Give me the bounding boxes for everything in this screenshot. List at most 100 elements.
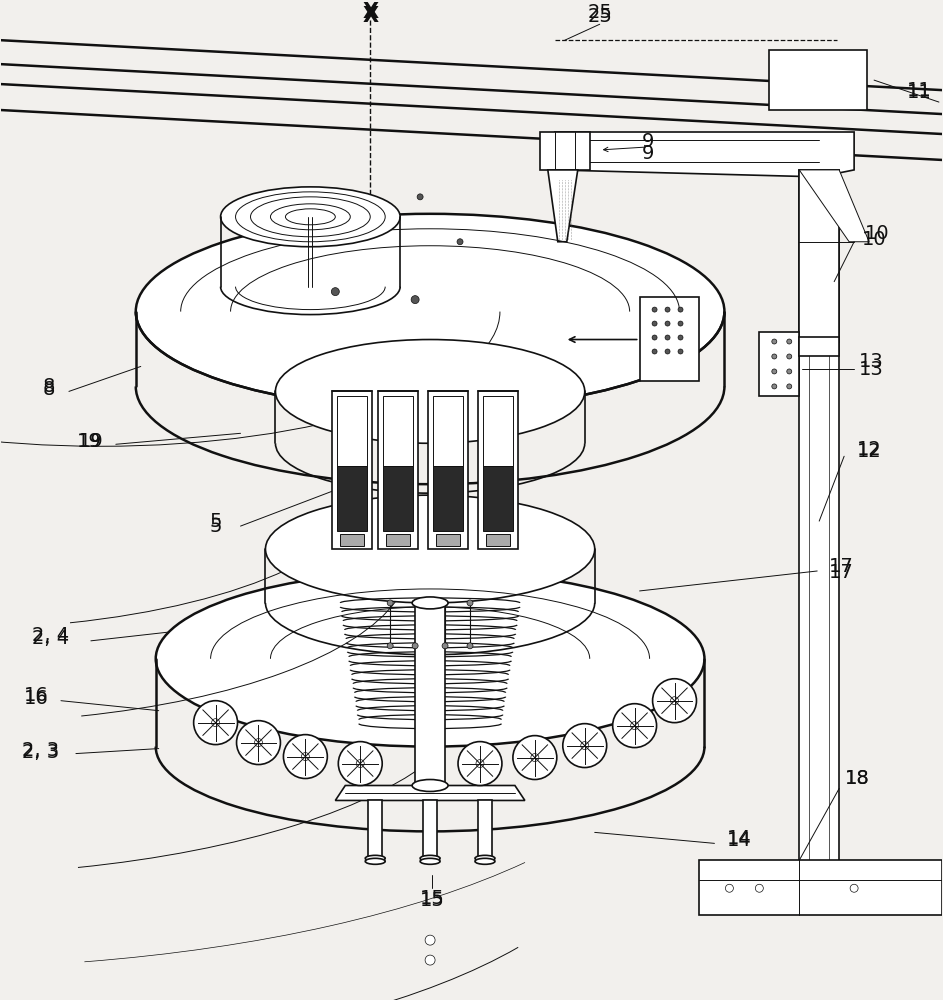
Ellipse shape [284,735,327,779]
Ellipse shape [365,855,385,861]
Text: 25: 25 [587,3,612,22]
Polygon shape [383,396,413,466]
Ellipse shape [653,679,697,723]
Circle shape [665,335,670,340]
Text: 10: 10 [865,224,889,243]
Ellipse shape [365,858,385,864]
Polygon shape [383,466,413,531]
Text: 12: 12 [856,440,882,459]
Circle shape [302,753,309,761]
Circle shape [665,349,670,354]
Polygon shape [338,396,367,466]
Circle shape [476,760,484,768]
Text: 2, 4: 2, 4 [32,626,70,645]
Polygon shape [548,170,578,242]
Ellipse shape [266,495,595,603]
Circle shape [211,719,220,727]
Ellipse shape [221,187,400,247]
Text: 15: 15 [420,889,444,908]
Ellipse shape [193,701,238,745]
Text: 14: 14 [727,831,752,850]
Text: X: X [362,6,378,26]
Polygon shape [483,466,513,531]
Text: 11: 11 [906,81,932,100]
Text: 8: 8 [42,380,55,399]
Text: 8: 8 [42,377,55,396]
Circle shape [786,369,792,374]
Polygon shape [332,391,372,549]
Text: 19: 19 [78,432,103,451]
Polygon shape [340,534,364,546]
Text: 15: 15 [420,891,444,910]
Circle shape [771,369,777,374]
Text: 13: 13 [859,352,884,371]
Circle shape [786,384,792,389]
Circle shape [771,354,777,359]
Text: 18: 18 [845,769,869,788]
Ellipse shape [475,858,495,864]
Circle shape [412,600,418,606]
Circle shape [851,884,858,892]
Circle shape [581,742,588,750]
Polygon shape [387,534,410,546]
Text: 9: 9 [641,132,653,151]
Polygon shape [800,337,839,356]
Polygon shape [700,860,942,915]
Text: 10: 10 [862,230,886,249]
Polygon shape [415,603,445,785]
Circle shape [442,600,448,606]
Ellipse shape [412,597,448,609]
Ellipse shape [475,855,495,861]
Text: 2, 3: 2, 3 [23,741,59,760]
Polygon shape [486,534,510,546]
Text: X: X [362,2,378,22]
Circle shape [652,307,657,312]
Circle shape [417,194,423,200]
Circle shape [652,335,657,340]
Ellipse shape [339,742,382,785]
Ellipse shape [237,721,280,765]
Circle shape [678,307,683,312]
Circle shape [388,600,393,606]
Circle shape [670,697,679,705]
Text: 5: 5 [209,517,222,536]
Circle shape [531,754,538,762]
Polygon shape [539,132,589,170]
Circle shape [652,349,657,354]
Circle shape [467,643,473,649]
Circle shape [665,307,670,312]
Ellipse shape [513,736,556,780]
Polygon shape [336,785,525,800]
Circle shape [652,321,657,326]
Polygon shape [800,170,839,342]
Ellipse shape [236,192,385,242]
Ellipse shape [421,855,440,861]
Circle shape [425,935,435,945]
Ellipse shape [412,780,448,791]
Circle shape [678,335,683,340]
Polygon shape [433,466,463,531]
Circle shape [457,239,463,245]
Circle shape [412,643,418,649]
Ellipse shape [458,742,502,785]
Text: 12: 12 [856,442,882,461]
Polygon shape [800,170,869,242]
Text: 17: 17 [829,557,853,576]
Polygon shape [428,391,468,549]
Text: 2, 4: 2, 4 [32,629,70,648]
Circle shape [665,321,670,326]
Ellipse shape [271,204,350,230]
Circle shape [356,760,364,768]
Text: 16: 16 [24,689,48,708]
Circle shape [725,884,734,892]
Text: 9: 9 [641,144,653,163]
Ellipse shape [275,340,585,443]
Polygon shape [478,800,492,858]
Polygon shape [378,391,418,549]
Ellipse shape [286,209,336,225]
Polygon shape [759,332,800,396]
Polygon shape [483,396,513,466]
Polygon shape [554,132,854,177]
Ellipse shape [136,214,724,409]
Text: 16: 16 [24,686,48,705]
